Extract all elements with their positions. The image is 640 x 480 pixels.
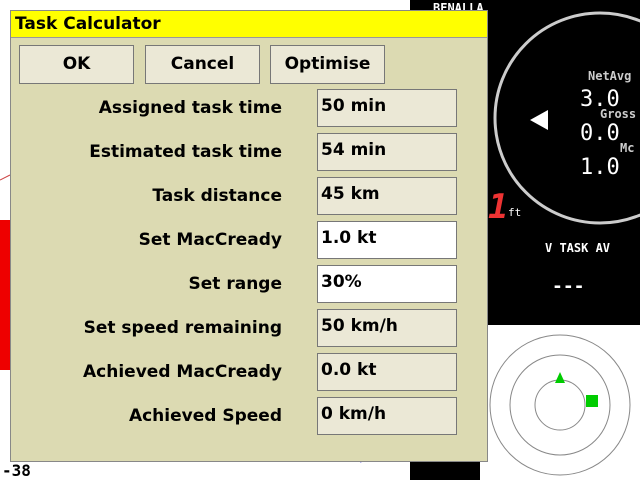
value: 1.0	[580, 155, 620, 180]
altitude: -38	[2, 461, 31, 480]
button[interactable]: Cancel	[145, 45, 260, 84]
field-value: 50 min	[317, 89, 457, 127]
field-label: Achieved MacCready	[83, 362, 282, 382]
field-label: Set speed remaining	[83, 318, 282, 338]
airspace	[0, 220, 10, 370]
field-value: 54 min	[317, 133, 457, 171]
field-label: Set range	[188, 274, 282, 294]
field-value: 0.0 kt	[317, 353, 457, 391]
field-label: Assigned task time	[98, 98, 282, 118]
traffic	[555, 372, 565, 383]
value: 3.0	[580, 87, 620, 112]
field-value[interactable]: 30%	[317, 265, 457, 303]
button[interactable]: OK	[19, 45, 134, 84]
radar-ring	[509, 354, 611, 456]
flarm-panel	[480, 325, 640, 480]
dialog-title: Task Calculator	[11, 11, 487, 38]
vario-needle	[530, 110, 548, 130]
traffic	[586, 395, 598, 407]
unit: ft	[508, 206, 521, 219]
value: ---	[552, 276, 585, 297]
field-label: Estimated task time	[89, 142, 282, 162]
label: V TASK AV	[545, 241, 610, 255]
field-value: 50 km/h	[317, 309, 457, 347]
value: 0.0	[580, 121, 620, 146]
dialog: Task Calculator OK Cancel Optimise Assigned…	[10, 10, 488, 462]
field-value[interactable]: 1.0 kt	[317, 221, 457, 259]
button[interactable]: Optimise	[270, 45, 385, 84]
field-label: Achieved Speed	[128, 406, 282, 426]
field-label: Set MacCready	[138, 230, 282, 250]
height: 1	[488, 187, 508, 227]
vario-dial	[493, 11, 640, 225]
field-value: 45 km	[317, 177, 457, 215]
map-line	[0, 174, 11, 181]
label: Gross	[600, 107, 636, 121]
field-value: 0 km/h	[317, 397, 457, 435]
field-label: Task distance	[152, 186, 282, 206]
radar-ring	[489, 334, 631, 476]
label: NetAvg	[588, 69, 631, 83]
label: Mc	[620, 141, 634, 155]
